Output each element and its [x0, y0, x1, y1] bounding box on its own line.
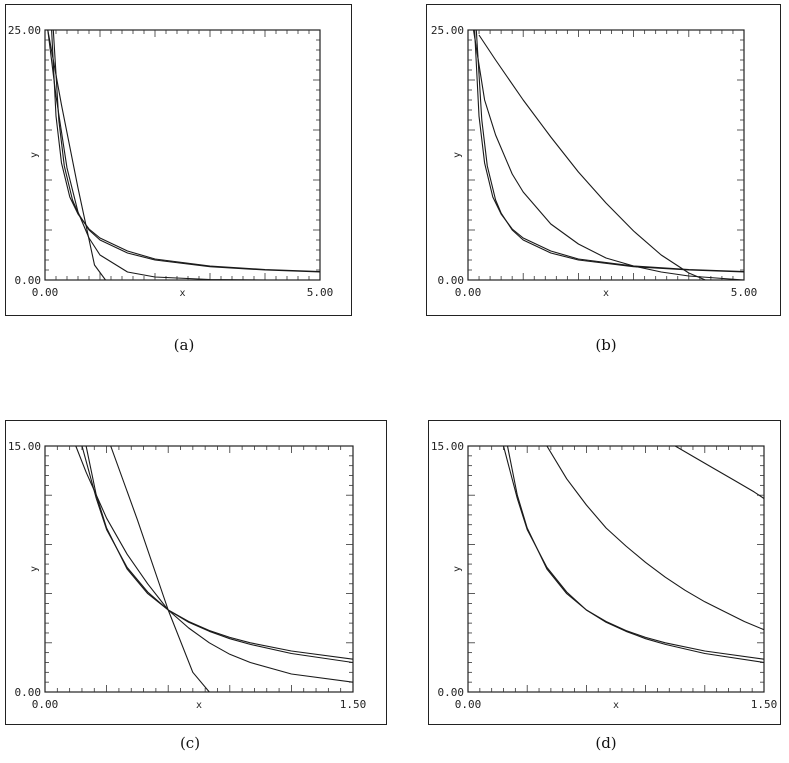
- series-line-2: [474, 30, 744, 273]
- series-group: [47, 30, 320, 280]
- panel-c-frame: [5, 420, 387, 725]
- x-tick-label-min: 0.00: [32, 698, 59, 711]
- caption-a: (a): [173, 336, 195, 354]
- plot-area-border: [44, 29, 321, 281]
- series-line-4: [674, 446, 764, 499]
- series-line-3: [75, 446, 353, 683]
- panel-a: 0.00 25.00 0.00 5.00 x y (a): [0, 0, 394, 380]
- series-group: [472, 30, 744, 280]
- x-tick-label-min: 0.00: [455, 698, 482, 711]
- chart-c: 0.00 15.00 0.00 1.50 x y: [8, 440, 367, 711]
- y-tick-label-min: 0.00: [15, 274, 42, 287]
- x-axis-label: x: [196, 700, 202, 711]
- series-group: [502, 446, 764, 664]
- x-tick-label-min: 0.00: [455, 286, 482, 299]
- y-tick-label-max: 25.00: [431, 24, 464, 37]
- x-tick-label-max: 1.50: [751, 698, 778, 711]
- series-line-1: [52, 30, 320, 273]
- x-axis-label: x: [603, 288, 609, 299]
- x-axis-label: x: [613, 700, 619, 711]
- chart-b: 0.00 25.00 0.00 5.00 x y: [431, 24, 758, 299]
- x-axis-label: x: [179, 288, 185, 299]
- series-line-1: [475, 30, 744, 273]
- y-axis-label: y: [29, 566, 40, 572]
- y-tick-label-max: 15.00: [431, 440, 464, 453]
- y-tick-label-min: 0.00: [15, 686, 42, 699]
- panel-c: 0.00 15.00 0.00 1.50 x y (c): [0, 416, 394, 763]
- plot-area-border: [44, 445, 354, 693]
- x-tick-label-min: 0.00: [32, 286, 59, 299]
- x-tick-label-max: 1.50: [340, 698, 367, 711]
- series-line-1: [506, 446, 764, 660]
- y-axis-label: y: [29, 152, 40, 158]
- y-axis-label: y: [452, 152, 463, 158]
- y-tick-label-max: 25.00: [8, 24, 41, 37]
- panel-d: 0.00 15.00 0.00 1.50 x y (d): [394, 416, 789, 763]
- plot-area-border: [467, 29, 745, 281]
- chart-a: 0.00 25.00 0.00 5.00 x y: [8, 24, 334, 299]
- series-line-3: [546, 446, 764, 631]
- panel-a-frame: [5, 4, 352, 316]
- plot-area-border: [467, 445, 765, 693]
- panel-b: 0.00 25.00 0.00 5.00 x y (b): [394, 0, 789, 380]
- series-line-2: [51, 30, 320, 273]
- caption-b: (b): [595, 336, 617, 354]
- y-tick-label-max: 15.00: [8, 440, 41, 453]
- series-line-2: [81, 446, 353, 664]
- series-line-2: [502, 446, 764, 664]
- panel-d-frame: [428, 420, 781, 725]
- series-line-3: [47, 30, 320, 280]
- caption-d: (d): [595, 734, 617, 752]
- y-axis-label: y: [452, 566, 463, 572]
- series-line-4: [110, 446, 210, 692]
- series-line-4: [47, 30, 106, 280]
- x-tick-label-max: 5.00: [307, 286, 334, 299]
- x-tick-label-max: 5.00: [731, 286, 758, 299]
- caption-c: (c): [179, 734, 201, 752]
- y-tick-label-min: 0.00: [438, 686, 465, 699]
- series-group: [75, 446, 353, 692]
- series-line-4: [478, 34, 744, 280]
- series-line-3: [472, 30, 744, 280]
- y-tick-label-min: 0.00: [438, 274, 465, 287]
- chart-d: 0.00 15.00 0.00 1.50 x y: [431, 440, 778, 711]
- panel-b-frame: [426, 4, 781, 316]
